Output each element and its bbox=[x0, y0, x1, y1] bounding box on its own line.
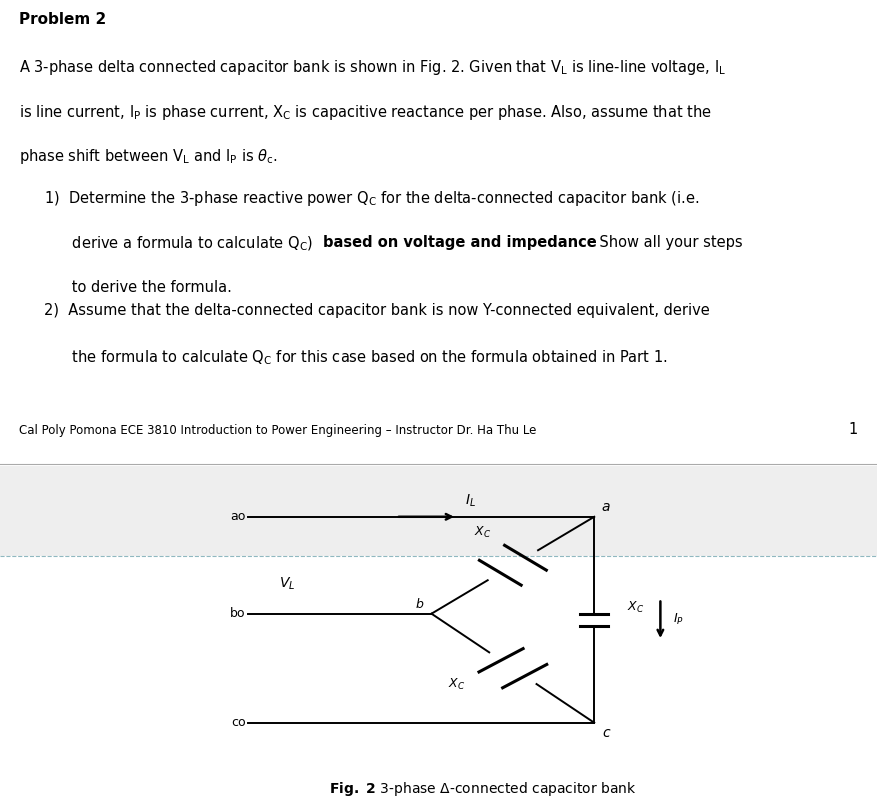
Text: is line current, I$_\mathrm{P}$ is phase current, X$_\mathrm{C}$ is capacitive r: is line current, I$_\mathrm{P}$ is phase… bbox=[19, 103, 712, 122]
Text: $X_C$: $X_C$ bbox=[447, 677, 465, 692]
Text: a: a bbox=[602, 500, 610, 514]
Bar bbox=[0, 466, 877, 556]
Text: b: b bbox=[416, 598, 424, 611]
Text: derive a formula to calculate Q$_\mathrm{C}$): derive a formula to calculate Q$_\mathrm… bbox=[44, 234, 314, 253]
Text: 2)  Assume that the delta-connected capacitor bank is now Y-connected equivalent: 2) Assume that the delta-connected capac… bbox=[44, 303, 709, 318]
Text: based on voltage and impedance: based on voltage and impedance bbox=[324, 234, 597, 249]
Text: 1: 1 bbox=[848, 422, 858, 438]
Text: $\mathbf{Fig.\ 2}$ 3-phase $\Delta$-connected capacitor bank: $\mathbf{Fig.\ 2}$ 3-phase $\Delta$-conn… bbox=[329, 780, 636, 797]
Text: A 3-phase delta connected capacitor bank is shown in Fig. 2. Given that V$_\math: A 3-phase delta connected capacitor bank… bbox=[19, 58, 727, 77]
Text: Problem 2: Problem 2 bbox=[19, 12, 106, 26]
Text: phase shift between V$_\mathrm{L}$ and I$_\mathrm{P}$ is $\theta_\mathrm{c}$.: phase shift between V$_\mathrm{L}$ and I… bbox=[19, 147, 278, 166]
Text: to derive the formula.: to derive the formula. bbox=[44, 281, 232, 295]
Text: $I_L$: $I_L$ bbox=[465, 493, 475, 509]
Text: the formula to calculate Q$_\mathrm{C}$ for this case based on the formula obtai: the formula to calculate Q$_\mathrm{C}$ … bbox=[44, 349, 667, 367]
Text: co: co bbox=[232, 717, 246, 729]
Text: $I_P$: $I_P$ bbox=[674, 612, 684, 627]
Text: Cal Poly Pomona ECE 3810 Introduction to Power Engineering – Instructor Dr. Ha T: Cal Poly Pomona ECE 3810 Introduction to… bbox=[19, 424, 537, 438]
Text: 1)  Determine the 3-phase reactive power Q$_\mathrm{C}$ for the delta-connected : 1) Determine the 3-phase reactive power … bbox=[44, 189, 699, 208]
Text: $X_C$: $X_C$ bbox=[474, 525, 492, 540]
Text: $V_L$: $V_L$ bbox=[279, 575, 296, 591]
Text: $X_C$: $X_C$ bbox=[627, 600, 645, 615]
Text: . Show all your steps: . Show all your steps bbox=[590, 234, 743, 249]
Text: c: c bbox=[602, 726, 610, 740]
Text: ao: ao bbox=[231, 510, 246, 524]
Text: bo: bo bbox=[231, 607, 246, 620]
